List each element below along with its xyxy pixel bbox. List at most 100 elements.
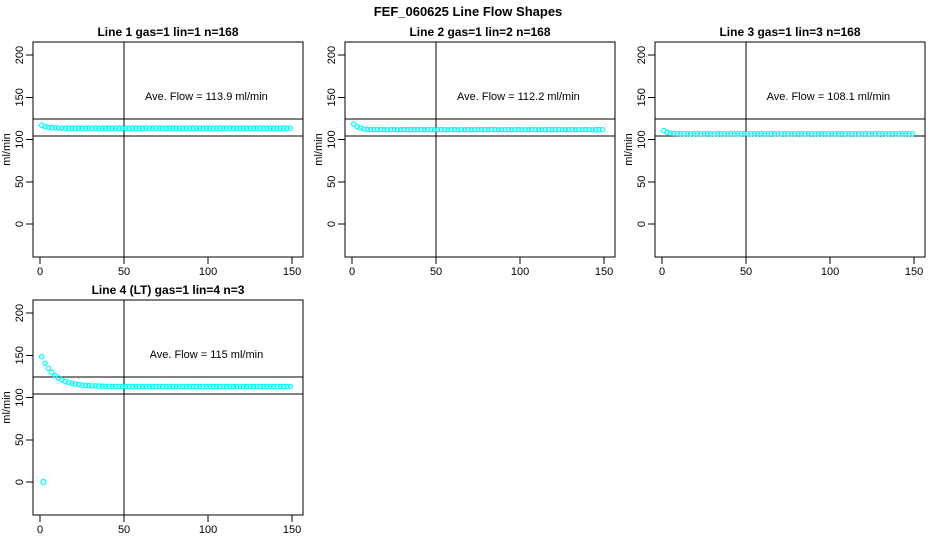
data-point [233, 125, 240, 132]
data-point [102, 125, 109, 132]
data-point [38, 353, 45, 360]
data-point [667, 130, 674, 136]
data-point [186, 125, 193, 132]
data-point [240, 383, 247, 390]
data-point [822, 130, 828, 137]
data-point [72, 125, 79, 132]
data-point [818, 131, 825, 137]
data-point [552, 126, 559, 133]
data-point [492, 126, 498, 133]
data-points [350, 121, 606, 133]
subplot-3: 0 50 100 150 0 50 100 150 200 ml/min Line 3 gas=1 … [623, 25, 926, 278]
data-point [828, 131, 835, 137]
data-point [166, 125, 173, 131]
data-point [96, 383, 102, 389]
data-point [350, 121, 357, 127]
data-point [418, 126, 424, 133]
data-point [798, 131, 805, 137]
data-point [126, 383, 132, 390]
subplot-title: Line 1 gas=1 lin=1 n=168 [97, 25, 238, 39]
data-point [52, 125, 59, 131]
x-tick-label: 100 [511, 266, 529, 278]
data-point [92, 383, 99, 389]
data-point [237, 383, 243, 390]
y-axis-label: ml/min [313, 133, 325, 165]
data-point [532, 126, 539, 133]
data-point [92, 125, 99, 131]
data-point [213, 125, 220, 132]
data-point [163, 383, 169, 390]
data-point [684, 130, 691, 137]
data-point [681, 131, 687, 137]
data-point [485, 126, 491, 133]
data-point [394, 127, 401, 133]
data-point [859, 131, 865, 137]
data-point [414, 126, 421, 133]
data-point [592, 126, 599, 133]
data-point [190, 383, 196, 390]
data-point [589, 127, 596, 133]
data-point [220, 383, 227, 390]
data-point [183, 383, 190, 390]
data-point [173, 383, 179, 390]
data-point [391, 126, 397, 133]
data-point [213, 383, 220, 390]
data-point [835, 131, 842, 137]
data-point [139, 383, 146, 390]
data-point [203, 383, 210, 390]
data-point [555, 126, 562, 133]
data-point [599, 126, 606, 133]
data-point [217, 383, 223, 390]
data-point [481, 127, 488, 133]
data-point [691, 131, 697, 137]
data-point [404, 126, 411, 133]
data-point [220, 125, 227, 132]
data-point [200, 125, 206, 132]
data-point [210, 383, 216, 390]
data-point [287, 125, 294, 132]
data-point [424, 126, 431, 133]
data-point [264, 125, 270, 132]
y-tick-label: 100 [636, 130, 648, 148]
data-point [768, 130, 775, 137]
data-point [180, 383, 186, 390]
data-point [200, 383, 206, 390]
subplot-title: Line 3 gas=1 lin=3 n=168 [719, 25, 860, 39]
ave-flow-annotation: Ave. Flow = 113.9 ml/min [145, 91, 268, 103]
data-point [109, 383, 116, 390]
data-point [143, 125, 149, 131]
data-point [754, 131, 761, 137]
y-tick-label: 0 [14, 479, 26, 485]
data-point [139, 125, 146, 132]
subplot-1: 0 50 100 150 0 50 100 150 200 ml/min Line 1 gas=1 … [1, 25, 304, 278]
data-point [274, 125, 280, 132]
data-point [872, 131, 879, 137]
y-tick-label: 150 [326, 88, 338, 106]
data-point [539, 126, 545, 133]
data-point [146, 125, 153, 132]
data-point [431, 127, 438, 133]
data-point [227, 125, 233, 131]
data-point [99, 383, 106, 390]
data-point [122, 125, 129, 132]
data-point [223, 125, 230, 132]
data-point [471, 126, 478, 133]
data-point [79, 125, 85, 132]
data-point [129, 383, 136, 390]
data-point [408, 127, 414, 133]
y-axis-label: ml/min [1, 391, 13, 423]
data-point [163, 125, 169, 132]
plot-frame [32, 299, 304, 516]
data-point [203, 125, 210, 131]
data-point [461, 126, 468, 133]
y-tick-label: 50 [326, 176, 338, 188]
data-point [267, 125, 274, 131]
data-point [190, 125, 196, 131]
data-point [731, 131, 738, 137]
x-tick-label: 50 [118, 524, 130, 536]
data-point [852, 131, 859, 137]
data-point [207, 383, 213, 390]
data-point [572, 127, 579, 133]
data-point [42, 360, 48, 367]
data-point [280, 383, 287, 390]
